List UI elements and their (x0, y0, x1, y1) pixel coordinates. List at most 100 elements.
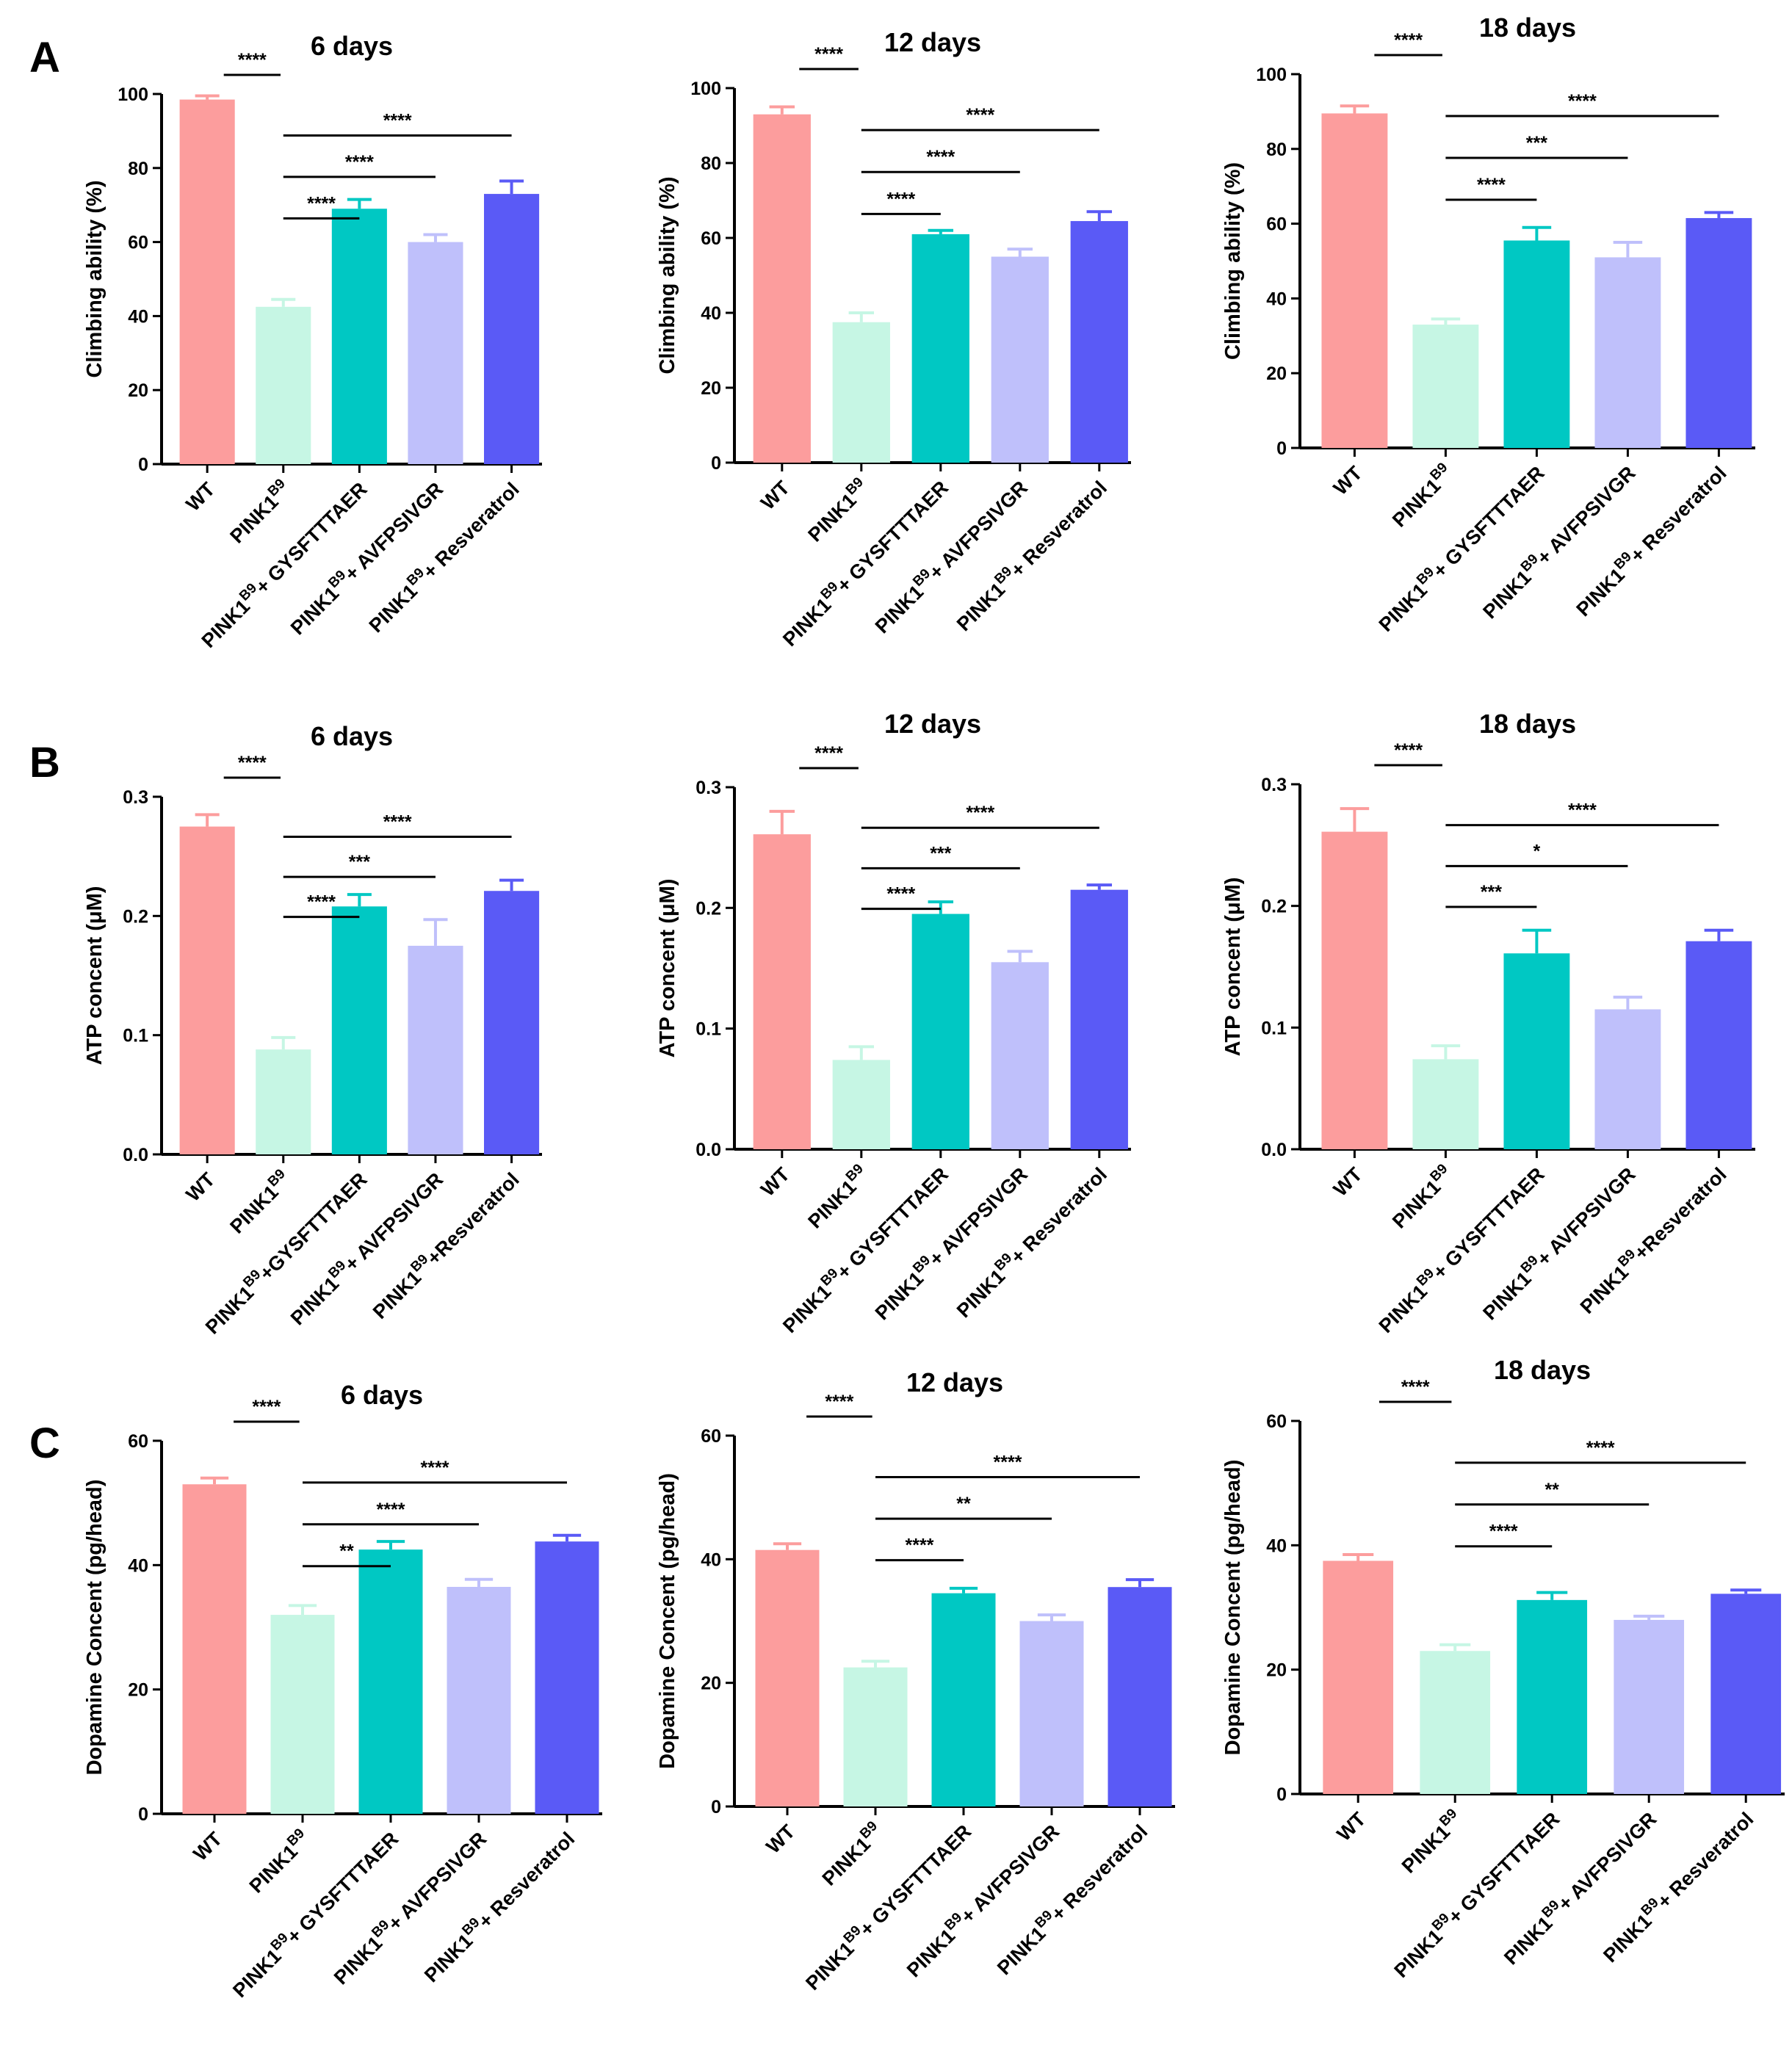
x-category-base: PINK1 (1398, 1820, 1454, 1877)
bar (484, 194, 540, 464)
y-tick-label: 0.0 (696, 1140, 721, 1160)
y-tick-label: 0 (711, 1797, 721, 1817)
x-category-label: PINK1B9+ GYSFTTTAER (1373, 460, 1549, 636)
x-category-base: PINK1 (1478, 1267, 1535, 1324)
x-category-base: PINK1 (245, 1840, 302, 1897)
x-category-label: WT (756, 477, 794, 514)
bar (843, 1667, 908, 1806)
chart-a-18-days: 18 days Climbing ability (%) 0 20 40 60 80 100 W… (1221, 12, 1755, 636)
x-category-base: PINK1 (225, 1181, 282, 1237)
y-tick-label: 0.1 (1261, 1018, 1287, 1038)
bar (331, 906, 387, 1154)
y-tick-label: 0.2 (1261, 897, 1287, 917)
bar (1710, 1594, 1782, 1794)
panel-label-b: B (29, 739, 60, 786)
x-category-base: PINK1 (225, 491, 282, 547)
x-category-base: PINK1 (228, 1945, 285, 2002)
x-category-base: PINK1 (330, 1932, 386, 1989)
significance-label: **** (926, 147, 955, 167)
y-tick-label: 0 (138, 1804, 148, 1825)
y-axis-label: Climbing ability (%) (656, 176, 679, 374)
bar (1412, 325, 1479, 448)
x-category-base: PINK1 (871, 1267, 928, 1324)
x-category-label: PINK1B9+ GYSFTTTAER (226, 1826, 402, 2002)
significance-label: **** (966, 803, 994, 823)
bar (179, 826, 235, 1154)
x-category-label: WT (762, 1820, 799, 1858)
significance-label: **** (1489, 1522, 1518, 1542)
bar (1070, 221, 1128, 463)
x-category-label: PINK1B9+ AVFPSIVGR (869, 474, 1032, 637)
y-tick-label: 100 (1256, 65, 1287, 85)
y-tick-label: 60 (128, 1431, 148, 1452)
y-tick-label: 60 (701, 228, 721, 249)
y-tick-label: 0.0 (123, 1145, 148, 1165)
x-category-label: PINK1B9+ Resveratrol (991, 1818, 1152, 1979)
panel-label-a: A (29, 34, 60, 82)
significance-label: * (1533, 841, 1541, 861)
y-tick-label: 20 (701, 378, 721, 399)
y-axis-label: Dopamine Concent (pg/head) (1221, 1460, 1245, 1756)
y-tick-label: 40 (1266, 289, 1287, 309)
y-tick-label: 20 (1266, 363, 1287, 384)
x-category-base: PINK1 (1599, 1910, 1655, 1967)
x-category-base: PINK1 (903, 1925, 959, 1981)
chart-title: 6 days (341, 1380, 423, 1410)
x-category-label: PINK1B9 (1386, 460, 1457, 531)
y-tick-label: 40 (701, 1549, 721, 1570)
bar (1070, 889, 1128, 1149)
y-tick-label: 0 (1276, 438, 1287, 459)
x-category-label: PINK1B9+ AVFPSIVGR (284, 1166, 447, 1329)
chart-a-6-days: 6 days Climbing ability (%) 0 20 40 60 80 100 WT… (83, 31, 542, 652)
bar (358, 1549, 423, 1814)
x-category-label: PINK1B9+ Resveratrol (1597, 1806, 1757, 1967)
y-tick-label: 0.3 (696, 778, 721, 798)
bar (1686, 217, 1752, 448)
y-tick-label: 0 (138, 455, 148, 475)
x-category-base: PINK1 (778, 594, 835, 651)
significance-label: ** (956, 1494, 971, 1514)
bar (408, 945, 463, 1154)
significance-label: **** (814, 743, 843, 764)
bar (1412, 1059, 1479, 1149)
bar (931, 1593, 996, 1806)
y-axis-label: ATP concent (μM) (1221, 878, 1245, 1057)
significance-label: **** (1568, 800, 1597, 821)
chart-title: 18 days (1479, 709, 1576, 739)
chart-title: 18 days (1494, 1355, 1591, 1385)
y-tick-label: 40 (1266, 1535, 1287, 1556)
x-category-base: PINK1 (1478, 566, 1535, 623)
x-category-label: PINK1B9+GYSFTTTAER (199, 1166, 371, 1338)
y-axis-label: Climbing ability (%) (1221, 162, 1245, 360)
significance-label: **** (825, 1392, 853, 1412)
x-category-label: WT (756, 1163, 794, 1201)
x-category-label: PINK1B9+ Resveratrol (418, 1826, 579, 1986)
bar (1321, 831, 1388, 1149)
x-category-label: PINK1B9 (224, 1166, 295, 1237)
x-category-label: PINK1B9+ Resveratrol (950, 474, 1111, 635)
significance-label: *** (1526, 133, 1547, 153)
bar (911, 914, 969, 1149)
significance-label: **** (906, 1535, 934, 1556)
x-category-label: PINK1B9+ AVFPSIVGR (869, 1161, 1032, 1324)
y-tick-label: 0 (711, 453, 721, 474)
significance-label: *** (349, 852, 370, 872)
x-category-suffix: + Resveratrol (1626, 462, 1731, 567)
significance-label: **** (383, 812, 412, 833)
chart-title: 18 days (1479, 12, 1576, 43)
x-category-label: PINK1B9 (243, 1826, 314, 1897)
bar (182, 1484, 247, 1814)
significance-label: **** (345, 152, 374, 173)
y-tick-label: 60 (701, 1426, 721, 1447)
x-category-label: PINK1B9+ AVFPSIVGR (1477, 1161, 1640, 1324)
x-category-base: PINK1 (420, 1930, 477, 1986)
bar (179, 99, 235, 464)
significance-label: **** (238, 50, 267, 70)
chart-title: 12 days (906, 1367, 1003, 1397)
x-category-label: PINK1B9+Resveratrol (366, 1166, 524, 1323)
bar (1321, 113, 1388, 448)
